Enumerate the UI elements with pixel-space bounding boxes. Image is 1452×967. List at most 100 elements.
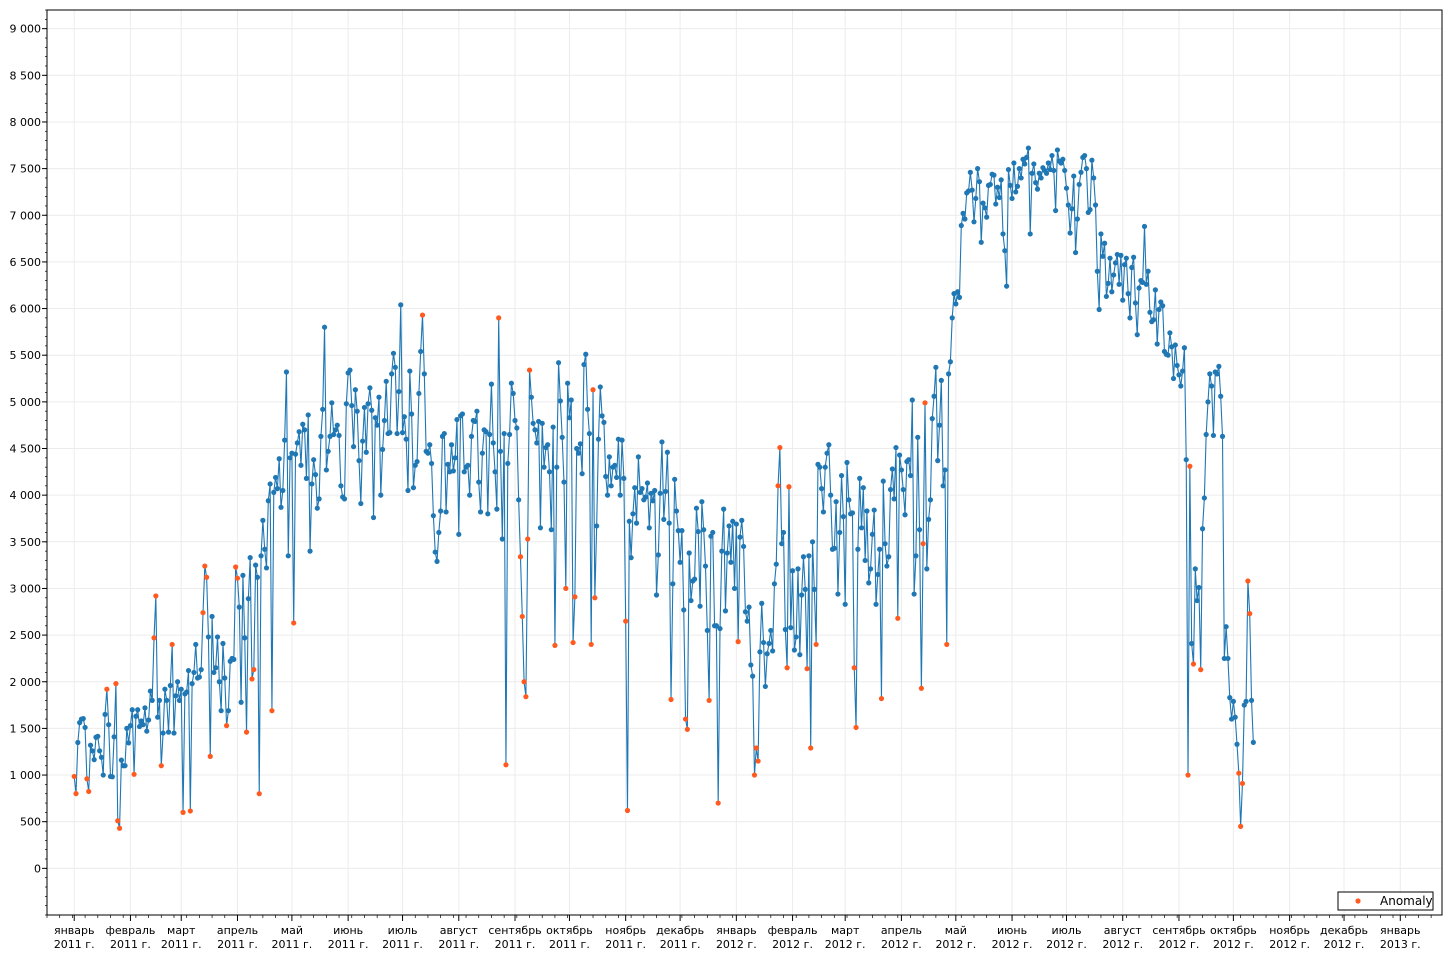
x-tick-label-month: январь — [54, 924, 95, 937]
x-tick-label-month: май — [945, 924, 967, 937]
y-tick-label: 6 000 — [10, 303, 42, 316]
data-point — [873, 601, 879, 607]
data-point — [1132, 300, 1139, 306]
data-point — [1156, 306, 1162, 313]
data-point — [1009, 195, 1015, 202]
data-point — [254, 574, 261, 580]
data-point — [389, 371, 395, 377]
data-point — [936, 422, 943, 428]
data-point — [1105, 280, 1111, 286]
data-point — [771, 581, 778, 587]
data-point — [1145, 268, 1151, 274]
data-point — [924, 566, 930, 572]
data-point — [1167, 330, 1173, 336]
data-point — [1094, 268, 1100, 274]
data-point — [1183, 457, 1189, 463]
data-point — [1027, 231, 1033, 237]
legend-anomaly-marker — [1355, 898, 1361, 904]
data-point — [479, 450, 485, 456]
data-point — [416, 390, 422, 397]
data-point — [646, 525, 652, 531]
data-point — [516, 497, 522, 503]
data-point — [614, 474, 620, 481]
data-point — [443, 509, 449, 515]
anomaly-point — [853, 724, 859, 731]
data-point — [1011, 160, 1017, 166]
data-point — [630, 511, 636, 517]
data-point — [1189, 640, 1195, 647]
x-tick-label-year: 2011 г. — [272, 938, 313, 951]
data-point — [97, 748, 103, 754]
data-point — [118, 757, 124, 763]
data-point — [967, 169, 973, 175]
anomaly-point — [784, 665, 790, 671]
data-point — [347, 367, 353, 373]
anomaly-point — [590, 387, 596, 393]
data-point — [713, 623, 719, 629]
data-point — [574, 445, 580, 452]
data-point — [833, 499, 839, 505]
x-tick-label-year: 2012 г. — [1102, 938, 1143, 951]
anomaly-point — [526, 367, 533, 373]
legend-box — [1337, 891, 1434, 911]
data-point — [1004, 283, 1010, 289]
anomaly-point — [269, 708, 275, 714]
data-point — [998, 177, 1004, 183]
data-point — [240, 572, 246, 578]
data-point — [109, 774, 115, 780]
data-point — [780, 529, 787, 536]
data-point — [1134, 332, 1140, 338]
data-point — [746, 604, 752, 610]
data-point — [294, 440, 300, 446]
data-point — [467, 492, 473, 498]
data-point — [303, 475, 310, 481]
data-point — [1096, 306, 1102, 313]
data-point — [555, 360, 562, 366]
data-point — [1100, 253, 1106, 259]
data-point — [710, 529, 716, 536]
anomaly-point — [668, 696, 674, 703]
data-point — [231, 656, 237, 662]
data-point — [514, 425, 520, 431]
data-point — [601, 419, 607, 425]
data-point — [639, 486, 645, 492]
data-point — [95, 733, 101, 739]
data-point — [987, 181, 993, 188]
data-point — [145, 717, 152, 723]
data-point — [750, 673, 756, 679]
data-point — [149, 697, 155, 704]
data-point — [314, 505, 320, 511]
data-point — [719, 548, 725, 554]
data-point — [316, 496, 322, 502]
x-tick-label-year: 2012 г. — [1159, 938, 1200, 951]
data-point — [1116, 281, 1122, 287]
data-point — [398, 302, 404, 308]
data-point — [1172, 342, 1178, 348]
anomaly-point — [204, 574, 210, 580]
data-point — [363, 449, 369, 455]
data-point — [1131, 254, 1137, 260]
data-point — [603, 473, 609, 480]
anomaly-point — [1236, 770, 1242, 776]
data-point — [1103, 293, 1109, 300]
data-point — [933, 364, 939, 370]
data-point — [799, 592, 805, 598]
anomaly-point — [1239, 780, 1246, 787]
data-point — [655, 552, 661, 558]
data-point — [817, 464, 823, 470]
data-point — [436, 529, 442, 536]
anomaly-point — [777, 444, 783, 451]
data-point — [1101, 240, 1108, 246]
series-line-layer — [73, 147, 1254, 829]
data-point — [840, 514, 846, 520]
data-point — [1067, 230, 1073, 236]
anomaly-point — [84, 776, 90, 782]
anomaly-point — [878, 695, 885, 702]
data-point — [147, 688, 153, 694]
data-point — [222, 675, 228, 681]
data-point — [343, 401, 349, 407]
data-point — [984, 214, 990, 220]
anomaly-point — [223, 723, 230, 729]
data-point — [742, 609, 749, 615]
